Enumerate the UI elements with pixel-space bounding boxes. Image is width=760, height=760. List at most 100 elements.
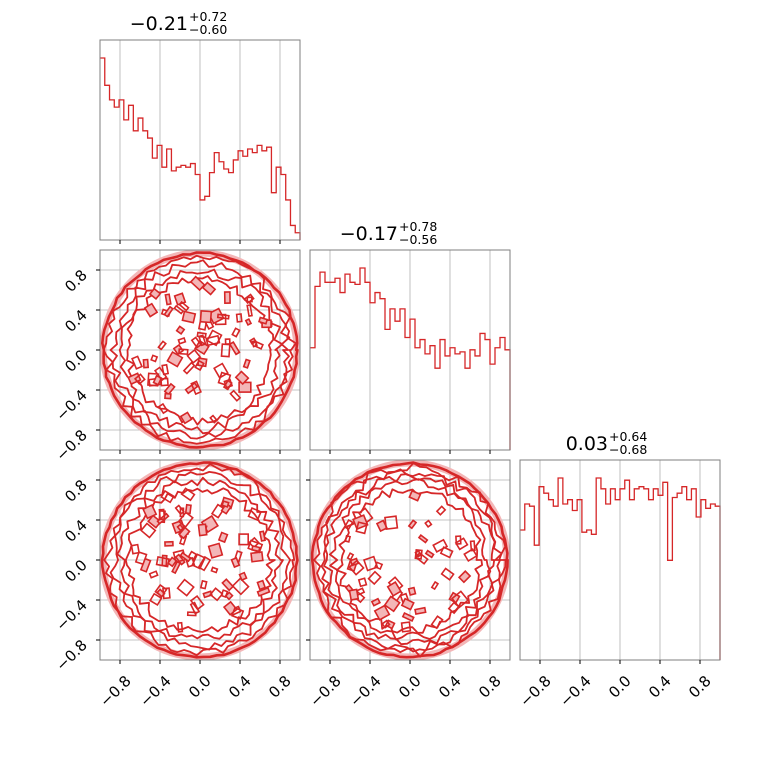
x-tick-label-col2-0: −0.8 <box>306 672 344 710</box>
title-median-2: −0.17 <box>340 223 398 245</box>
panel-2-1-contour-blob-47 <box>148 287 162 301</box>
panel-2-1-contour-blob-1 <box>231 327 241 338</box>
panel-2-1-contours <box>100 250 300 450</box>
panel-2-1-contour-blob-31 <box>173 304 185 315</box>
panel-3-2-contour-blob-48 <box>414 551 429 565</box>
panel-3-2-contour-blob-29 <box>383 595 401 613</box>
panel-3-1-contour-blob-67 <box>247 539 264 554</box>
x-tick-label-col3-3: 0.4 <box>645 672 675 702</box>
panel-2-1-contour-blob-72 <box>160 377 169 387</box>
panel-2-1-contour-blob-33 <box>189 275 206 292</box>
panel-2-1-contour-blob-14 <box>242 358 251 369</box>
panel-2-1-contour-blob-17 <box>163 382 176 396</box>
panel-3-1-contour-blob-53 <box>174 504 185 516</box>
panel-3-1-contour-blob-46 <box>130 543 140 555</box>
x-tick-label-col3-4: 0.8 <box>685 672 715 702</box>
x-tick-label-col1-2: 0.0 <box>185 672 215 702</box>
panel-3-2-contour-blob-8 <box>373 604 391 621</box>
panel-3-2-contour-blob-19 <box>370 597 382 607</box>
panel-3-1-contour-blob-31 <box>177 511 194 529</box>
panel-3-1-contour-blob-44 <box>191 553 206 570</box>
panel-3-1-contour-blob-27 <box>197 555 212 572</box>
panel-3-1-contour-blob-71 <box>199 579 208 590</box>
x-tick-label-col2-3: 0.4 <box>435 672 465 702</box>
panel-3-2-contour-blob-50 <box>450 590 470 609</box>
panel-3-1-contour-blob-40 <box>176 523 185 532</box>
y-tick-label-row3-3: 0.4 <box>61 516 91 546</box>
panel-2-1-contour-blob-26 <box>164 392 172 400</box>
panel-2-1-contour-blob-57 <box>209 414 219 424</box>
panel-3-1-contour-blob-11 <box>189 594 205 611</box>
panel-3-2-contour-blob-21 <box>357 577 368 588</box>
panel-3-1-contour-blob-18 <box>238 571 248 582</box>
panel-3-2-contour-ring-1 <box>313 462 507 658</box>
panel-3-1-contour-blob-70 <box>220 589 229 599</box>
panel-3-1-contour-ring-1 <box>103 463 296 657</box>
panel-2-1-contour-blob-32 <box>182 361 196 375</box>
panel-2-1-contour-blob-2 <box>175 325 186 335</box>
y-tick-label-row2-1: −0.4 <box>52 386 90 424</box>
panel-2-1-contour-blob-66 <box>142 358 150 369</box>
panel-2-1-contour-blob-39 <box>197 334 207 347</box>
panel-3-2-contour-blob-28 <box>440 567 455 581</box>
panel-2-1-contour-blob-58 <box>251 339 258 348</box>
panel-2-1-contour-blob-42 <box>161 363 170 376</box>
panel-3-2-contour-blob-54 <box>367 570 382 586</box>
panel-3-2-contour-blob-1 <box>407 519 418 530</box>
panel-2-1-contour-blob-44 <box>164 293 172 306</box>
panel-2-1-contour-blob-71 <box>213 362 229 379</box>
panel-3-1-contour-blob-21 <box>180 487 196 502</box>
panel-3-3-histogram-step <box>520 477 721 660</box>
panel-2-1-contour-blob-29 <box>223 291 231 304</box>
y-tick-label-row3-0: −0.8 <box>52 636 90 674</box>
panel-2-1-contour-blob-49 <box>222 379 233 391</box>
panel-3-1-contour-blob-66 <box>139 557 152 573</box>
x-tick-label-col2-1: −0.4 <box>346 672 384 710</box>
y-tick-label-row2-3: 0.4 <box>61 306 91 336</box>
panel-3-1-contour-blob-14 <box>210 503 226 519</box>
panel-2-1-contour-blob-64 <box>258 316 269 325</box>
panel-2-1-contour-blob-74 <box>178 348 189 356</box>
panel-3-2-contour-blob-7 <box>454 537 469 551</box>
panel-3-1-contour-blob-58 <box>148 570 159 579</box>
panel-3-1-contour-blob-32 <box>209 587 224 602</box>
panel-2-1-contour-blob-13 <box>244 318 253 326</box>
panel-3-1-contour-blob-60 <box>189 601 201 615</box>
panel-2-1-contour-ring-1 <box>102 254 297 445</box>
panel-3-2-contour-blob-26 <box>424 549 435 559</box>
y-tick-label-row2-0: −0.8 <box>52 426 90 464</box>
panel-3-1-contour-blob-23 <box>139 522 157 539</box>
panel-3-2-contour-blob-4 <box>407 586 417 596</box>
panel-3-2-contour-blob-39 <box>414 606 427 616</box>
x-tick-label-col1-4: 0.8 <box>265 672 295 702</box>
panel-3-1-contour-blob-69 <box>230 606 245 620</box>
panel-2-1-contour-blob-52 <box>179 411 193 425</box>
panel-3-2-contour-blob-35 <box>362 555 379 572</box>
panel-2-1-contour-blob-23 <box>196 331 207 339</box>
panel-3-1-contour-blob-74 <box>176 578 195 597</box>
panel-3-2-contour-blob-51 <box>344 534 352 543</box>
panel-2-1-contour-blob-70 <box>224 338 231 345</box>
panel-2-1-contour-blob-56 <box>172 343 185 356</box>
panel-3-1-contour-ring-3 <box>116 476 284 640</box>
panel-3-2-contour-blob-24 <box>432 538 449 553</box>
x-tick-label-col1-0: −0.8 <box>96 672 134 710</box>
data-layer <box>100 57 721 660</box>
panel-3-1-contour-blob-51 <box>207 542 224 559</box>
panel-3-2-contour-blob-52 <box>435 505 447 516</box>
panel-3-2-contour-blob-44 <box>455 535 462 545</box>
panel-3-1-contour-blob-39 <box>160 489 175 504</box>
panel-2-1-contour-blob-43 <box>163 305 174 318</box>
y-tick-label-row3-1: −0.4 <box>52 596 90 634</box>
y-tick-label-row3-2: 0.0 <box>61 556 91 586</box>
panel-3-2-contour-blob-40 <box>355 521 368 535</box>
panel-3-1-contour-blob-36 <box>179 551 192 563</box>
panel-3-1-contour-blob-17 <box>166 556 178 568</box>
panel-2-2-histogram-step <box>310 267 511 450</box>
panel-2-1-contour-blob-11 <box>184 381 199 395</box>
panel-3-1-contour-blob-34 <box>197 523 208 537</box>
panel-2-1-contour-ring-4 <box>126 275 275 426</box>
panel-3-2-contour-blob-53 <box>381 619 391 629</box>
panel-3-1-contour-blob-38 <box>217 531 229 544</box>
